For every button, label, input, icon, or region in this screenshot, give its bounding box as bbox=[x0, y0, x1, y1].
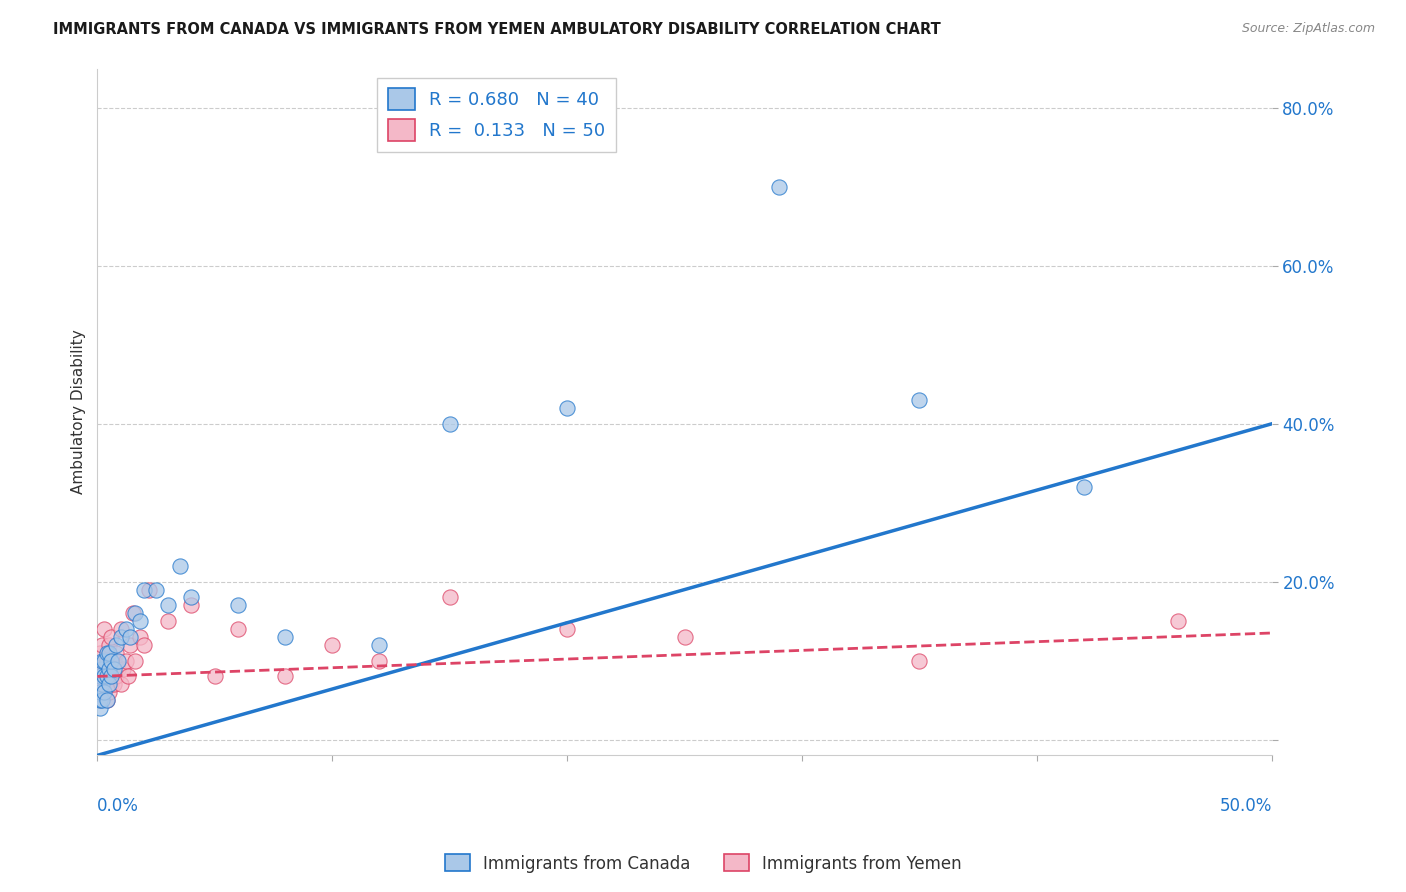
Point bbox=[274, 630, 297, 644]
Point bbox=[98, 646, 121, 660]
Point bbox=[107, 654, 129, 668]
Point bbox=[121, 606, 143, 620]
Point bbox=[96, 669, 118, 683]
Point bbox=[180, 599, 202, 613]
Point bbox=[100, 661, 122, 675]
Point bbox=[98, 685, 121, 699]
Point bbox=[93, 677, 115, 691]
Legend: R = 0.680   N = 40, R =  0.133   N = 50: R = 0.680 N = 40, R = 0.133 N = 50 bbox=[377, 78, 616, 153]
Point bbox=[128, 614, 150, 628]
Point bbox=[91, 638, 114, 652]
Legend: Immigrants from Canada, Immigrants from Yemen: Immigrants from Canada, Immigrants from … bbox=[437, 847, 969, 880]
Point bbox=[555, 401, 578, 415]
Point bbox=[98, 661, 121, 675]
Point bbox=[91, 654, 114, 668]
Point bbox=[89, 693, 111, 707]
Point bbox=[908, 393, 931, 408]
Point bbox=[98, 677, 121, 691]
Point bbox=[89, 685, 111, 699]
Point bbox=[110, 622, 132, 636]
Text: 50.0%: 50.0% bbox=[1219, 797, 1272, 814]
Point bbox=[110, 630, 132, 644]
Text: IMMIGRANTS FROM CANADA VS IMMIGRANTS FROM YEMEN AMBULATORY DISABILITY CORRELATIO: IMMIGRANTS FROM CANADA VS IMMIGRANTS FRO… bbox=[53, 22, 941, 37]
Point bbox=[117, 669, 139, 683]
Point bbox=[124, 606, 146, 620]
Point bbox=[93, 685, 115, 699]
Point bbox=[105, 669, 128, 683]
Point bbox=[110, 677, 132, 691]
Point bbox=[134, 638, 156, 652]
Point bbox=[93, 669, 115, 683]
Point bbox=[555, 622, 578, 636]
Point bbox=[93, 661, 115, 675]
Point bbox=[124, 654, 146, 668]
Point bbox=[100, 630, 122, 644]
Point bbox=[100, 677, 122, 691]
Point bbox=[93, 654, 115, 668]
Point bbox=[89, 701, 111, 715]
Point bbox=[91, 661, 114, 675]
Point bbox=[908, 654, 931, 668]
Point bbox=[156, 599, 179, 613]
Point bbox=[169, 558, 191, 573]
Point bbox=[96, 669, 118, 683]
Point bbox=[89, 669, 111, 683]
Point bbox=[91, 661, 114, 675]
Text: Source: ZipAtlas.com: Source: ZipAtlas.com bbox=[1241, 22, 1375, 36]
Point bbox=[93, 685, 115, 699]
Point bbox=[100, 654, 122, 668]
Point bbox=[98, 638, 121, 652]
Point bbox=[100, 669, 122, 683]
Point bbox=[321, 638, 343, 652]
Point bbox=[180, 591, 202, 605]
Point bbox=[96, 654, 118, 668]
Point bbox=[368, 638, 391, 652]
Point bbox=[91, 693, 114, 707]
Point bbox=[120, 630, 142, 644]
Point bbox=[98, 669, 121, 683]
Point bbox=[368, 654, 391, 668]
Point bbox=[96, 693, 118, 707]
Point bbox=[439, 417, 461, 431]
Point bbox=[226, 622, 249, 636]
Point bbox=[145, 582, 167, 597]
Point bbox=[274, 669, 297, 683]
Point bbox=[105, 646, 128, 660]
Point bbox=[91, 677, 114, 691]
Point bbox=[114, 622, 136, 636]
Point bbox=[91, 685, 114, 699]
Point bbox=[138, 582, 160, 597]
Point bbox=[134, 582, 156, 597]
Point bbox=[128, 630, 150, 644]
Point bbox=[105, 638, 128, 652]
Point bbox=[89, 685, 111, 699]
Y-axis label: Ambulatory Disability: Ambulatory Disability bbox=[72, 329, 86, 494]
Point bbox=[226, 599, 249, 613]
Point bbox=[89, 693, 111, 707]
Point bbox=[1073, 480, 1095, 494]
Point bbox=[112, 661, 135, 675]
Point bbox=[107, 661, 129, 675]
Point bbox=[91, 677, 114, 691]
Point bbox=[120, 638, 142, 652]
Point bbox=[1167, 614, 1189, 628]
Point bbox=[768, 180, 790, 194]
Point bbox=[89, 669, 111, 683]
Point bbox=[103, 661, 125, 675]
Point bbox=[89, 661, 111, 675]
Text: 0.0%: 0.0% bbox=[97, 797, 139, 814]
Point bbox=[93, 622, 115, 636]
Point bbox=[156, 614, 179, 628]
Point bbox=[439, 591, 461, 605]
Point bbox=[89, 646, 111, 660]
Point bbox=[96, 693, 118, 707]
Point bbox=[673, 630, 696, 644]
Point bbox=[103, 677, 125, 691]
Point bbox=[114, 654, 136, 668]
Point bbox=[103, 654, 125, 668]
Point bbox=[204, 669, 226, 683]
Point bbox=[96, 646, 118, 660]
